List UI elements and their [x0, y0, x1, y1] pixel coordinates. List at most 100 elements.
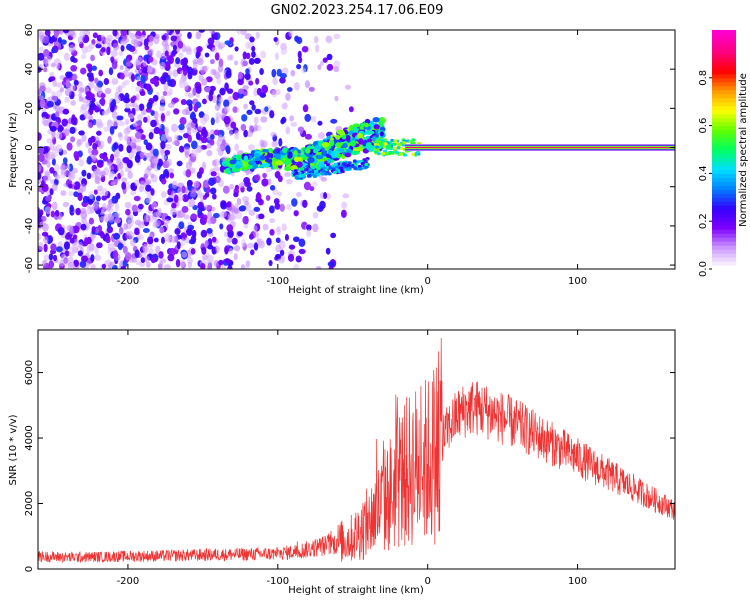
spectrogram-cell — [294, 35, 300, 42]
spectrogram-cell — [38, 132, 42, 141]
snr-plot-area — [37, 329, 676, 570]
spectrogram-cell — [215, 246, 220, 252]
spectrogram-cell — [228, 247, 234, 255]
spectrogram-cell — [43, 243, 48, 253]
spectrogram-cell — [163, 82, 169, 92]
spectrogram-cell — [165, 110, 171, 116]
spectrogram-cell — [140, 257, 146, 263]
spectrogram-cell — [211, 95, 218, 104]
colorbar-segment — [712, 109, 736, 115]
spectrogram-cell — [80, 103, 88, 111]
spectrogram-cell — [176, 160, 183, 167]
spectrogram-cell — [301, 67, 306, 74]
spectrogram-cell — [273, 198, 280, 205]
spectrogram-cell — [227, 265, 233, 269]
spectrogram-cell — [38, 206, 41, 216]
colorbar-segment — [712, 217, 736, 222]
spectrogram-cell — [81, 169, 87, 177]
spectrogram-cell — [225, 69, 232, 79]
spectrogram-cell — [101, 195, 107, 201]
spectrogram-cell — [181, 251, 188, 258]
spectrogram-cell — [127, 171, 133, 179]
snr-x-ticks: -200 -100 0 100 — [117, 330, 587, 587]
spectrogram-cell — [266, 237, 272, 246]
spectrogram-cell — [70, 136, 76, 143]
spectrogram-cell — [251, 50, 256, 58]
spectrogram-cell — [304, 80, 310, 88]
spectrogram-cell — [367, 138, 373, 143]
spectrogram-cell — [100, 34, 105, 41]
spectrogram-cell — [362, 158, 367, 162]
spectrogram-cell — [243, 264, 250, 269]
colorbar-segment — [712, 53, 736, 59]
spectrogram-cell — [99, 170, 106, 177]
spectrogram-cell — [214, 52, 220, 61]
spectrogram-cell — [150, 119, 157, 128]
spectrogram-cell — [260, 50, 266, 59]
spectrogram-cell — [280, 47, 288, 55]
snr-y-tick-label: 4000 — [24, 425, 35, 450]
spectrogram-cell — [159, 61, 166, 70]
spectrogram-cell — [158, 251, 164, 259]
spectrogram-cell — [264, 158, 273, 163]
spectrogram-cell — [144, 153, 150, 159]
spectrogram-cell — [100, 93, 106, 99]
spectrogram-cell — [215, 112, 221, 119]
spectrogram-cell — [250, 126, 258, 133]
spectrogram-cell — [201, 126, 207, 136]
spectrogram-cell — [116, 115, 124, 121]
spectrogram-cell — [152, 222, 159, 228]
spectrogram-cell — [378, 142, 383, 146]
spectrogram-cell — [135, 86, 143, 92]
spectrogram-cell — [80, 255, 89, 263]
spectrogram-cell — [165, 30, 170, 34]
spectrogram-cell — [249, 100, 255, 106]
spectrogram-cell — [379, 144, 384, 148]
spectrogram-cell — [150, 188, 155, 196]
spectrogram-cell — [396, 146, 401, 150]
spectrogram-cell — [166, 197, 174, 203]
spectrogram-cell — [282, 67, 289, 75]
spectrogram-cell — [87, 121, 93, 129]
spectrogram-cell — [375, 145, 380, 149]
spectrogram-cell — [201, 246, 207, 255]
spectrogram-cell — [145, 184, 152, 192]
spectrogram-cell — [118, 120, 126, 127]
spectrogram-cell — [315, 155, 324, 160]
spectrogram-cell — [378, 120, 384, 128]
colorbar-segment — [712, 213, 736, 218]
spectrogram-cell — [167, 168, 175, 174]
spectrogram-cell — [163, 264, 171, 269]
spectrogram-cell — [131, 102, 138, 108]
spectrogram-cell — [271, 68, 277, 78]
spectrogram-cell — [340, 169, 345, 173]
snr-x-tick-label: 0 — [425, 576, 431, 587]
spectrogram-cell — [58, 126, 64, 132]
spectrogram-cell — [38, 172, 42, 181]
spectrogram-cell — [51, 158, 56, 166]
spectrogram-cell — [66, 142, 73, 151]
spectrogram-y-tick-label: 20 — [24, 102, 35, 115]
spectrogram-cell — [148, 40, 154, 47]
spectrogram-cell — [136, 146, 142, 153]
spectrogram-cell — [191, 229, 197, 238]
spectrogram-cell — [112, 30, 118, 37]
colorbar-segment — [712, 97, 736, 103]
spectrogram-cell — [297, 50, 302, 59]
spectrogram-cell — [144, 256, 150, 263]
spectrogram-cell — [300, 153, 306, 158]
spectrogram-cell — [210, 133, 215, 140]
spectrogram-cell — [136, 113, 143, 121]
spectrogram-cell — [217, 63, 224, 73]
spectrogram-cell — [276, 191, 283, 197]
spectrogram-cell — [253, 231, 260, 238]
spectrogram-cell — [68, 30, 76, 37]
colorbar-tick-label: 0.2 — [698, 213, 709, 229]
spectrogram-cell — [333, 162, 338, 166]
spectrogram-cell — [218, 259, 224, 266]
spectrogram-cell — [117, 131, 123, 138]
spectrogram-cell — [181, 185, 186, 194]
spectrogram-cell — [307, 156, 315, 164]
spectrogram-cell — [330, 118, 338, 124]
spectrogram-cell — [267, 153, 274, 158]
